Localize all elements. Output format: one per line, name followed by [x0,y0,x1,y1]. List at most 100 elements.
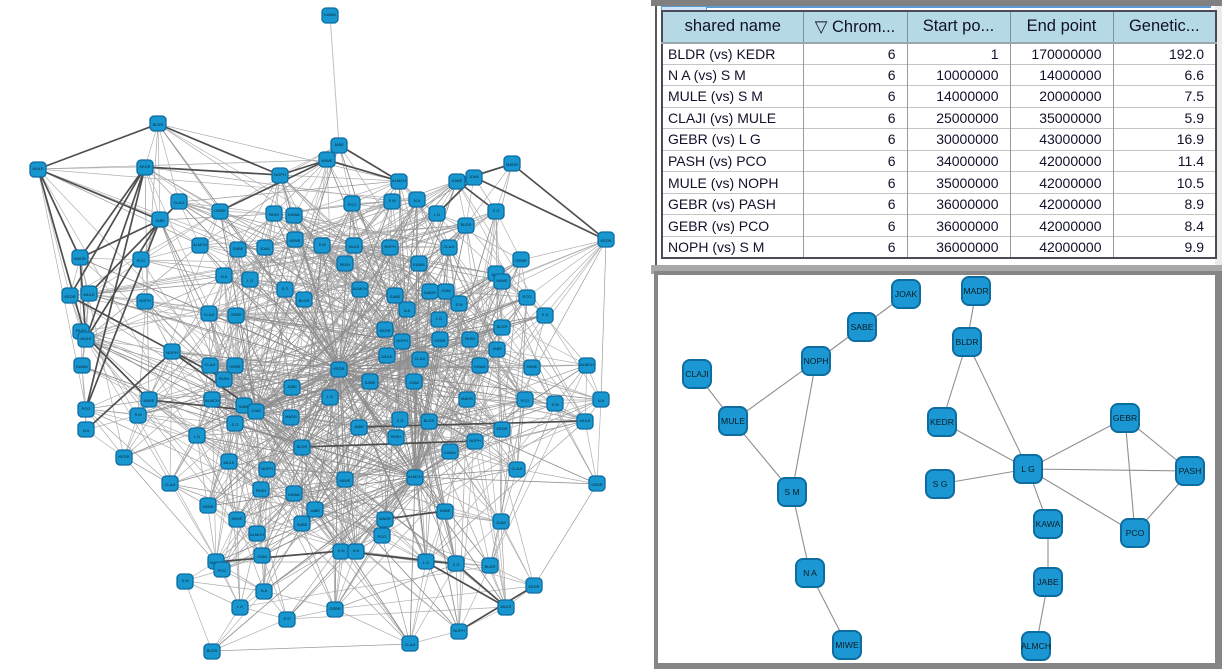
svg-text:PASH: PASH [340,262,351,267]
svg-text:JOAK: JOAK [441,288,452,293]
svg-text:KAWA: KAWA [324,12,336,17]
svg-text:N A: N A [261,588,268,593]
svg-text:MIWE: MIWE [497,278,508,283]
svg-text:PCO: PCO [1126,528,1145,538]
svg-text:PCO: PCO [521,398,530,403]
svg-text:MADR: MADR [424,290,436,295]
svg-text:MIWE: MIWE [527,364,538,369]
svg-text:CLAJI: CLAJI [174,200,185,205]
svg-text:KAWA: KAWA [444,450,456,455]
svg-text:CLAJI: CLAJI [205,362,216,367]
svg-text:PASH: PASH [1179,466,1202,476]
svg-text:N A: N A [353,548,360,553]
svg-text:S M: S M [551,402,558,407]
svg-text:BLDR: BLDR [461,222,472,227]
svg-text:ALMCH: ALMCH [353,286,367,291]
svg-text:KEDR: KEDR [496,426,507,431]
svg-text:BLDR: BLDR [207,648,218,653]
svg-text:BLDR: BLDR [424,418,435,423]
svg-text:SABE: SABE [297,522,308,527]
svg-text:JABE: JABE [287,384,297,389]
svg-text:L G: L G [194,434,200,439]
svg-text:PASH: PASH [76,328,87,333]
svg-text:S G: S G [282,286,289,291]
svg-text:PASH: PASH [391,434,402,439]
svg-text:MULE: MULE [223,460,234,465]
svg-text:BLDR: BLDR [299,298,310,303]
svg-text:PCO: PCO [82,406,91,411]
svg-text:GEBR: GEBR [434,338,445,343]
svg-text:MADR: MADR [285,414,297,419]
svg-text:MADR: MADR [379,516,391,521]
svg-text:L G: L G [237,604,243,609]
svg-text:NOPH: NOPH [804,356,829,366]
svg-text:JABE: JABE [310,508,320,513]
svg-text:NOPH: NOPH [469,438,481,443]
svg-text:KEDR: KEDR [600,238,611,243]
svg-text:ALMCH: ALMCH [250,532,264,537]
svg-text:S G: S G [493,208,500,213]
svg-text:JABE: JABE [334,142,344,147]
svg-text:CLAJI: CLAJI [685,369,708,379]
svg-text:KEDR: KEDR [139,164,150,169]
svg-text:S G: S G [933,479,948,489]
svg-text:S M: S M [318,242,325,247]
svg-text:BLDR: BLDR [497,324,508,329]
svg-text:MULE: MULE [32,166,43,171]
svg-text:GEBR: GEBR [229,364,240,369]
svg-text:L G: L G [247,278,253,283]
svg-text:MULE: MULE [721,416,745,426]
svg-text:KEDR: KEDR [333,366,344,371]
svg-text:GEBR: GEBR [1113,413,1137,423]
svg-text:L G: L G [327,394,333,399]
svg-text:L G: L G [434,212,440,217]
svg-text:NOPH: NOPH [261,466,273,471]
svg-text:BLDR: BLDR [153,122,164,127]
svg-text:S G: S G [232,422,239,427]
svg-text:BLDR: BLDR [297,444,308,449]
svg-text:CLAJI: CLAJI [165,482,176,487]
svg-text:N A: N A [404,308,411,313]
svg-text:S G: S G [284,616,291,621]
svg-text:KEDR: KEDR [528,584,539,589]
svg-text:NOPH: NOPH [274,172,286,177]
svg-text:N A: N A [803,568,817,578]
svg-text:KAWA: KAWA [413,262,425,267]
svg-text:PASH: PASH [219,376,230,381]
svg-text:NOPH: NOPH [453,628,465,633]
svg-text:KEDR: KEDR [64,294,75,299]
svg-text:NOPH: NOPH [139,298,151,303]
svg-text:KAWA: KAWA [288,212,300,217]
svg-text:PASH: PASH [256,488,267,493]
svg-text:PCO: PCO [137,258,146,263]
svg-text:S G: S G [542,312,549,317]
svg-text:MULE: MULE [381,354,392,359]
svg-text:S M: S M [181,578,188,583]
svg-text:MIWE: MIWE [232,516,243,521]
svg-text:MIWE: MIWE [340,478,351,483]
svg-text:S M: S M [134,412,141,417]
svg-text:SABE: SABE [239,404,250,409]
svg-text:SABE: SABE [233,246,244,251]
svg-text:N A: N A [83,428,90,433]
svg-text:MULE: MULE [500,604,511,609]
svg-text:L G: L G [423,560,429,565]
svg-text:ALMCH: ALMCH [408,474,422,479]
svg-text:MIWE: MIWE [290,238,301,243]
svg-text:JOAK: JOAK [496,520,507,525]
svg-text:KEDR: KEDR [379,328,390,333]
svg-text:ALMCH: ALMCH [205,398,219,403]
svg-text:L G: L G [1021,464,1035,474]
svg-text:SABE: SABE [851,322,874,332]
svg-text:S G: S G [397,418,404,423]
svg-text:JOAK: JOAK [409,380,420,385]
svg-text:MADR: MADR [74,256,86,261]
svg-text:JOAK: JOAK [895,289,918,299]
svg-text:PCO: PCO [218,568,227,573]
svg-text:MIWE: MIWE [835,640,859,650]
svg-text:ALMCH: ALMCH [193,242,207,247]
svg-text:KAWA: KAWA [76,364,88,369]
svg-text:MULE: MULE [80,336,91,341]
svg-text:MULE: MULE [348,244,359,249]
svg-text:PCO: PCO [348,202,357,207]
